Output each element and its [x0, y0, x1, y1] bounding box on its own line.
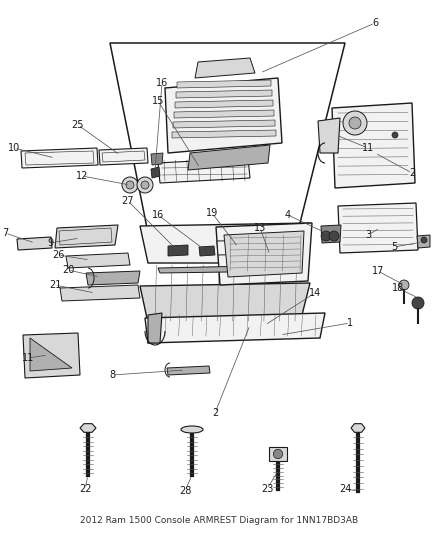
- Circle shape: [349, 117, 361, 129]
- Text: 16: 16: [152, 210, 164, 220]
- Text: 6: 6: [372, 18, 378, 28]
- Polygon shape: [269, 447, 287, 461]
- Text: 14: 14: [309, 288, 321, 298]
- Polygon shape: [417, 235, 430, 248]
- Polygon shape: [140, 223, 310, 263]
- Text: 11: 11: [22, 353, 34, 363]
- Polygon shape: [332, 103, 415, 188]
- Text: 15: 15: [152, 96, 164, 106]
- Circle shape: [126, 181, 134, 189]
- Circle shape: [343, 111, 367, 135]
- Text: 11: 11: [362, 143, 374, 153]
- Polygon shape: [199, 246, 215, 256]
- Text: 2: 2: [409, 168, 415, 178]
- Text: 16: 16: [156, 78, 168, 88]
- Polygon shape: [145, 313, 325, 343]
- Ellipse shape: [181, 426, 203, 433]
- Polygon shape: [217, 240, 264, 255]
- Circle shape: [137, 177, 153, 193]
- Polygon shape: [188, 145, 270, 170]
- Polygon shape: [148, 313, 162, 343]
- Polygon shape: [172, 130, 276, 138]
- Polygon shape: [158, 265, 302, 273]
- Circle shape: [421, 237, 427, 243]
- Polygon shape: [338, 203, 418, 253]
- Polygon shape: [99, 148, 148, 165]
- Circle shape: [412, 297, 424, 309]
- Polygon shape: [318, 118, 340, 153]
- Polygon shape: [224, 231, 304, 277]
- Text: 1: 1: [347, 318, 353, 328]
- Polygon shape: [174, 110, 274, 118]
- Text: 24: 24: [339, 484, 351, 494]
- Text: 23: 23: [261, 484, 273, 494]
- Text: 19: 19: [206, 208, 218, 218]
- Polygon shape: [321, 225, 341, 243]
- Text: 13: 13: [254, 223, 266, 233]
- Text: 17: 17: [372, 266, 384, 276]
- Polygon shape: [80, 424, 96, 432]
- Text: 3: 3: [365, 230, 371, 240]
- Circle shape: [273, 449, 283, 459]
- Text: 2012 Ram 1500 Console ARMREST Diagram for 1NN17BD3AB: 2012 Ram 1500 Console ARMREST Diagram fo…: [80, 516, 358, 525]
- Polygon shape: [175, 100, 273, 108]
- Polygon shape: [55, 225, 118, 248]
- Polygon shape: [173, 120, 275, 128]
- Text: 21: 21: [49, 280, 61, 290]
- Text: 4: 4: [285, 210, 291, 220]
- Text: 8: 8: [109, 370, 115, 380]
- Text: 10: 10: [8, 143, 20, 153]
- Polygon shape: [176, 90, 272, 98]
- Polygon shape: [21, 148, 98, 168]
- Text: 25: 25: [72, 120, 84, 130]
- Polygon shape: [216, 223, 312, 285]
- Text: 2: 2: [212, 408, 218, 418]
- Polygon shape: [158, 158, 250, 183]
- Polygon shape: [30, 338, 72, 371]
- Polygon shape: [167, 366, 210, 375]
- Polygon shape: [60, 285, 140, 301]
- Text: 9: 9: [47, 238, 53, 248]
- Polygon shape: [23, 333, 80, 378]
- Text: 27: 27: [122, 196, 134, 206]
- Circle shape: [399, 280, 409, 290]
- Circle shape: [122, 177, 138, 193]
- Circle shape: [392, 132, 398, 138]
- Polygon shape: [86, 271, 140, 285]
- Polygon shape: [165, 78, 282, 153]
- Text: 22: 22: [79, 484, 91, 494]
- Polygon shape: [168, 245, 188, 256]
- Text: 28: 28: [179, 486, 191, 496]
- Circle shape: [329, 231, 339, 241]
- Polygon shape: [151, 153, 163, 165]
- Circle shape: [321, 231, 331, 241]
- Polygon shape: [151, 167, 160, 178]
- Polygon shape: [140, 283, 310, 323]
- Text: 5: 5: [391, 242, 397, 252]
- Text: 12: 12: [76, 171, 88, 181]
- Polygon shape: [195, 58, 255, 78]
- Polygon shape: [66, 253, 130, 268]
- Circle shape: [141, 181, 149, 189]
- Polygon shape: [351, 424, 365, 432]
- Polygon shape: [17, 237, 52, 250]
- Text: 26: 26: [52, 250, 64, 260]
- Polygon shape: [177, 80, 271, 88]
- Text: 18: 18: [392, 283, 404, 293]
- Text: 20: 20: [62, 265, 74, 275]
- Text: 7: 7: [2, 228, 8, 238]
